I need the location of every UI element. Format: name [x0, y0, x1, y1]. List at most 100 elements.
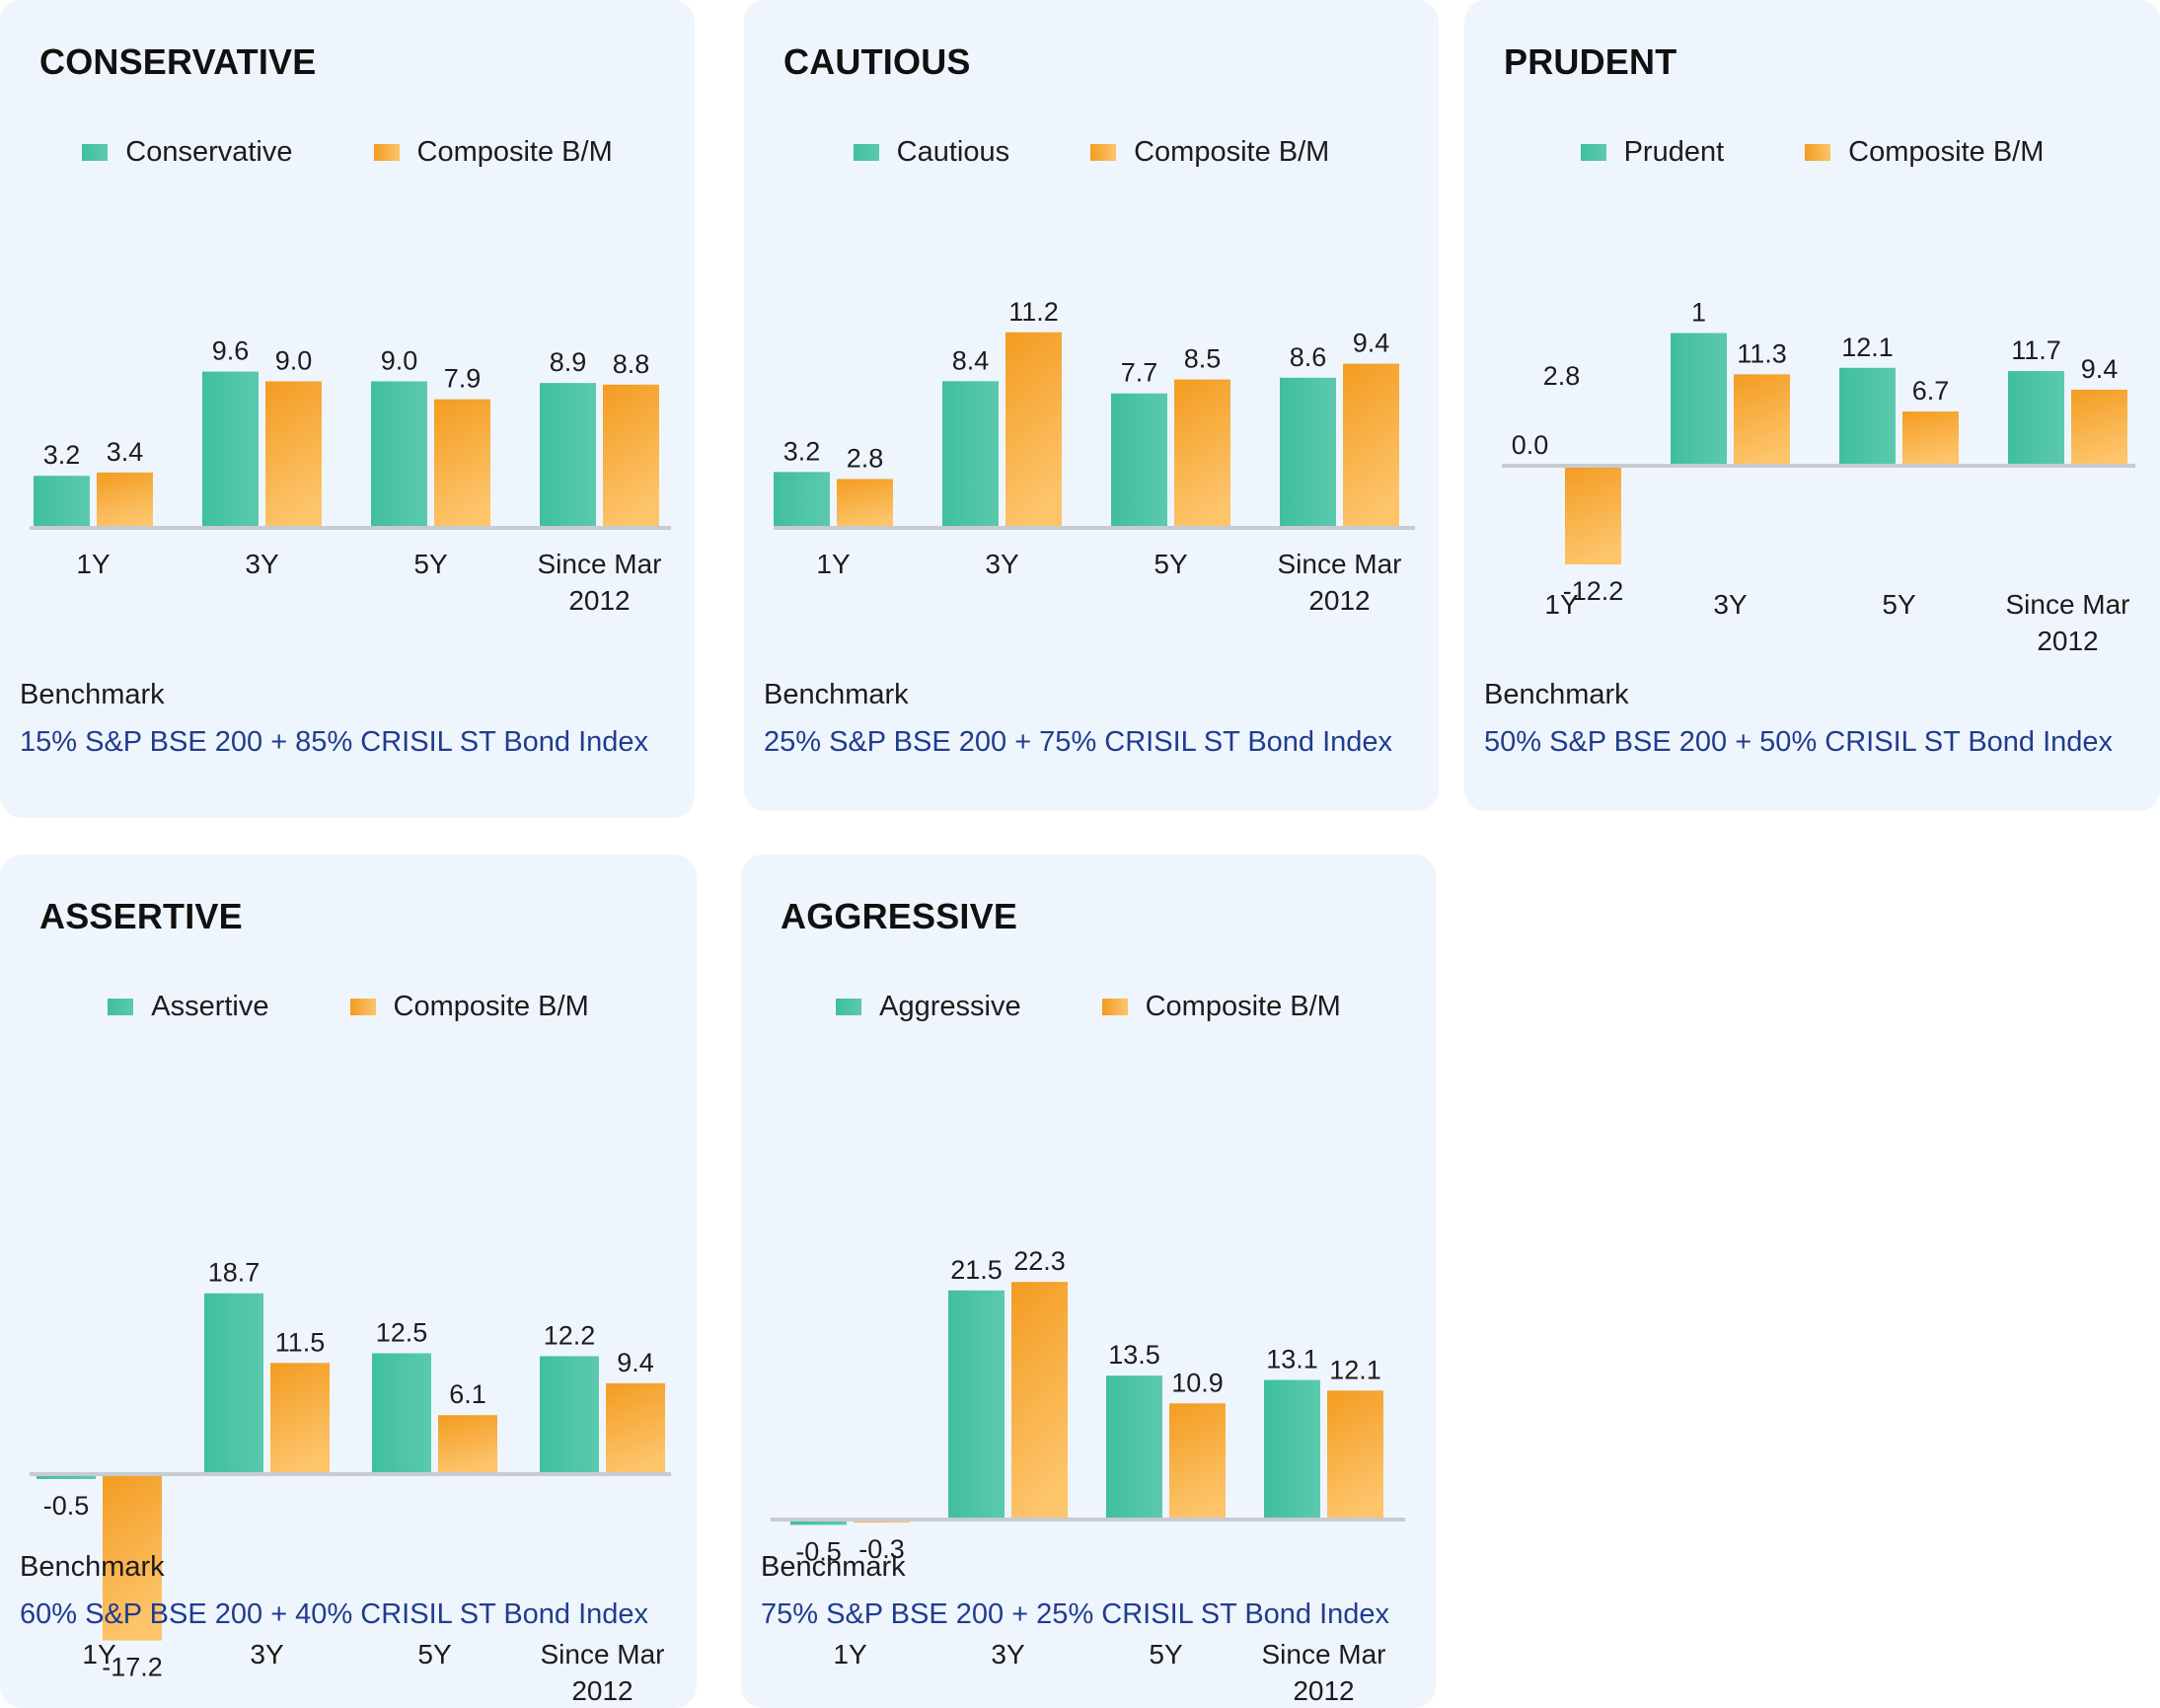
data-label: 3.4	[107, 437, 144, 467]
category-label: 3Y	[991, 1639, 1025, 1670]
legend-swatch-benchmark	[1101, 999, 1128, 1015]
legend-swatch-benchmark	[373, 144, 400, 161]
bar-fund	[774, 472, 830, 528]
legend-swatch-benchmark	[1805, 144, 1831, 161]
data-label: 6.7	[1912, 376, 1950, 406]
bar-chart: -0.5 -17.21Y 18.7 11.5 3Y 12.5 6.1 5Y 12.2 9.4 Sin…	[30, 1258, 671, 1706]
category-label: Since Mar	[1277, 549, 1401, 579]
data-label: 1	[1691, 298, 1706, 328]
bar-fund	[204, 1293, 263, 1474]
data-label: 3.2	[43, 440, 81, 470]
bar-fund	[1671, 333, 1727, 466]
data-label: 3.2	[783, 436, 821, 466]
data-label: 9.4	[2081, 354, 2119, 384]
card-title: PRUDENT	[1504, 41, 1677, 82]
legend-swatch-benchmark	[1090, 144, 1117, 161]
category-label: 5Y	[413, 549, 448, 579]
bar-fund	[540, 1356, 599, 1474]
data-label: 0.0	[1512, 430, 1549, 460]
bar-benchmark	[606, 1382, 665, 1474]
category-label: Since Mar	[537, 549, 661, 579]
legend-item-benchmark: Composite B/M	[1090, 136, 1329, 169]
bar-fund	[1111, 393, 1167, 528]
bar-fund	[790, 1520, 847, 1525]
legend: Aggressive Composite B/M	[741, 991, 1436, 1023]
data-label: 12.2	[544, 1320, 596, 1350]
benchmark-text: 25% S&P BSE 200 + 75% CRISIL ST Bond Ind…	[764, 726, 1393, 758]
benchmark-text: 60% S&P BSE 200 + 40% CRISIL ST Bond Ind…	[20, 1598, 649, 1630]
data-label: 21.5	[950, 1255, 1003, 1285]
data-label: 13.5	[1108, 1340, 1160, 1370]
data-label: 8.5	[1184, 344, 1222, 374]
bar-benchmark	[270, 1363, 330, 1474]
category-label: 2012	[1293, 1675, 1354, 1706]
legend: Prudent Composite B/M	[1464, 136, 2160, 169]
category-label: 1Y	[1544, 589, 1579, 620]
data-label: -0.5	[795, 1536, 842, 1566]
legend: Conservative Composite B/M	[0, 136, 695, 169]
bar-benchmark	[434, 399, 490, 528]
bar-fund	[1839, 367, 1896, 466]
legend-swatch-fund	[82, 144, 109, 161]
data-label: 11.2	[1008, 297, 1059, 327]
benchmark-label: Benchmark	[1484, 679, 1629, 710]
legend: Cautious Composite B/M	[744, 136, 1439, 169]
category-label: 2012	[568, 585, 630, 616]
bar-fund	[948, 1290, 1005, 1520]
data-label: 9.4	[617, 1348, 654, 1377]
bar-fund	[1264, 1379, 1320, 1520]
bar-fund	[540, 383, 596, 528]
bar-fund	[942, 381, 999, 528]
bar-benchmark	[1327, 1390, 1383, 1520]
legend-item-fund: Assertive	[108, 991, 269, 1023]
benchmark-text: 75% S&P BSE 200 + 25% CRISIL ST Bond Ind…	[761, 1598, 1390, 1630]
data-label: 18.7	[208, 1258, 261, 1288]
legend-item-fund: Cautious	[853, 136, 1010, 169]
bar-benchmark	[103, 1474, 162, 1641]
data-label: 8.9	[550, 347, 587, 377]
card-assertive: ASSERTIVE Assertive Composite B/M -0.5 -1…	[0, 854, 697, 1708]
category-label: 1Y	[816, 549, 851, 579]
legend-label-fund: Prudent	[1623, 136, 1725, 168]
bar-benchmark	[1174, 379, 1230, 528]
legend-item-benchmark: Composite B/M	[373, 136, 613, 169]
legend-item-fund: Aggressive	[836, 991, 1021, 1023]
data-label: 8.8	[613, 349, 650, 379]
bar-chart: 0.0 -12.21Y 1 11.3 3Y 12.1 6.7 5Y 11.7 9.4 Since M…	[1502, 298, 2135, 656]
data-label: 11.3	[1737, 338, 1787, 368]
legend-item-fund: Prudent	[1580, 136, 1725, 169]
legend-label-benchmark: Composite B/M	[416, 136, 613, 168]
category-label: 3Y	[250, 1639, 284, 1670]
legend-label-benchmark: Composite B/M	[1134, 136, 1330, 168]
legend-label-fund: Cautious	[896, 136, 1010, 168]
data-label: 7.7	[1121, 358, 1158, 388]
legend-label-benchmark: Composite B/M	[393, 991, 589, 1022]
category-label: 3Y	[985, 549, 1019, 579]
data-label: 12.1	[1841, 333, 1894, 362]
bar-benchmark	[603, 384, 659, 528]
benchmark-label: Benchmark	[20, 1551, 165, 1583]
legend-label-fund: Conservative	[125, 136, 293, 168]
bar-benchmark	[438, 1415, 497, 1474]
category-label: 1Y	[833, 1639, 867, 1670]
data-label: 8.6	[1290, 342, 1327, 372]
category-label: 5Y	[1882, 589, 1916, 620]
legend-item-fund: Conservative	[82, 136, 293, 169]
category-label: 2012	[2037, 626, 2098, 656]
category-label: 5Y	[417, 1639, 452, 1670]
data-label: 12.1	[1329, 1355, 1381, 1384]
legend-label-fund: Assertive	[151, 991, 269, 1022]
data-label: 7.9	[444, 364, 482, 394]
benchmark-text: 50% S&P BSE 200 + 50% CRISIL ST Bond Ind…	[1484, 726, 2114, 758]
card-title: AGGRESSIVE	[781, 896, 1018, 936]
data-label: 13.1	[1266, 1345, 1318, 1374]
card-title: CONSERVATIVE	[39, 41, 317, 82]
legend-item-benchmark: Composite B/M	[1101, 991, 1341, 1023]
category-label: Since Mar	[540, 1639, 664, 1670]
category-label: 5Y	[1149, 1639, 1183, 1670]
category-label: 5Y	[1154, 549, 1188, 579]
legend: Assertive Composite B/M	[0, 991, 697, 1023]
legend-item-benchmark: Composite B/M	[1805, 136, 2044, 169]
legend-item-benchmark: Composite B/M	[349, 991, 589, 1023]
bar-benchmark	[1169, 1403, 1226, 1520]
